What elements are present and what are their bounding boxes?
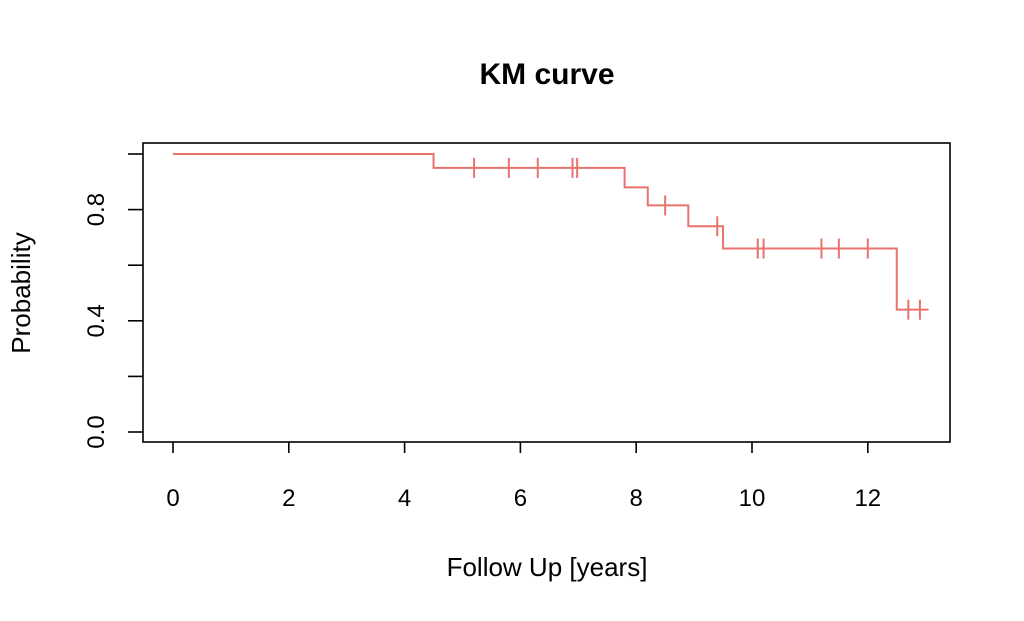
x-tick-label: 0 bbox=[166, 485, 179, 512]
y-tick-label: 0.4 bbox=[83, 304, 110, 337]
x-tick-label: 10 bbox=[739, 485, 766, 512]
x-tick-label: 6 bbox=[514, 485, 527, 512]
plot-frame bbox=[142, 142, 951, 443]
x-axis: 0 2 4 6 8 10 12 bbox=[166, 442, 881, 512]
x-tick-label: 12 bbox=[854, 485, 881, 512]
survival-curve bbox=[173, 153, 929, 320]
y-tick-label: 0.8 bbox=[83, 193, 110, 226]
x-tick-label: 8 bbox=[630, 485, 643, 512]
x-tick-label: 4 bbox=[398, 485, 411, 512]
km-step-line bbox=[173, 153, 929, 311]
y-axis-label: Probability bbox=[6, 232, 36, 353]
y-tick-label: 0.0 bbox=[83, 415, 110, 448]
x-tick-label: 2 bbox=[282, 485, 295, 512]
chart-title: KM curve bbox=[479, 58, 614, 91]
x-axis-label: Follow Up [years] bbox=[447, 552, 648, 582]
y-axis: 0.0 0.4 0.8 bbox=[83, 153, 143, 449]
